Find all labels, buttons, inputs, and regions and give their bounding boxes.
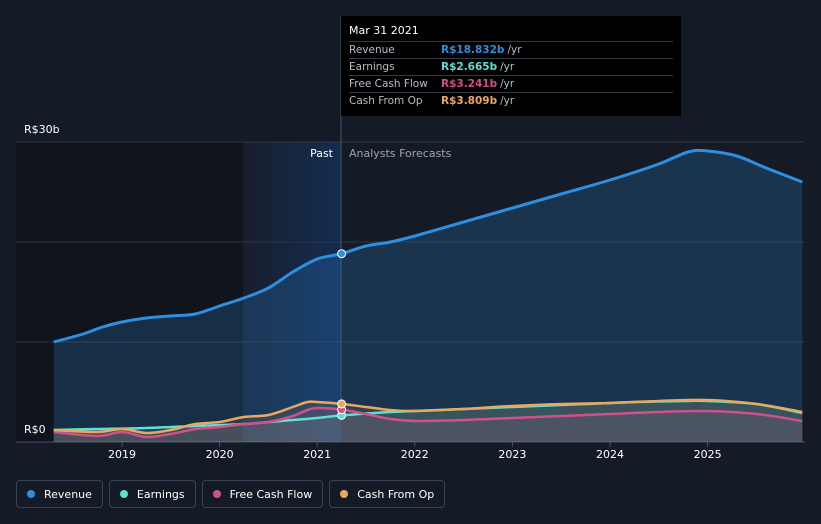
legend-label: Earnings bbox=[136, 487, 185, 501]
legend-item-revenue[interactable]: Revenue bbox=[16, 480, 103, 508]
tooltip-series-unit: /yr bbox=[500, 95, 515, 107]
x-tick-label: 2024 bbox=[596, 448, 624, 461]
legend-label: Free Cash Flow bbox=[229, 487, 313, 501]
tooltip-series-value: R$18.832b bbox=[441, 44, 505, 56]
legend-item-cash-from-op[interactable]: Cash From Op bbox=[329, 480, 446, 508]
y-axis-top-label: R$30b bbox=[24, 123, 60, 136]
legend-label: Cash From Op bbox=[357, 487, 435, 501]
tooltip-row: Revenue R$18.832b/yr bbox=[349, 41, 673, 58]
y-axis-bottom-label: R$0 bbox=[24, 423, 46, 436]
tooltip-date: Mar 31 2021 bbox=[349, 24, 419, 37]
tooltip-row: Free Cash Flow R$3.241b/yr bbox=[349, 75, 673, 92]
tooltip-series-name: Cash From Op bbox=[349, 95, 423, 107]
tooltip-series-name: Free Cash Flow bbox=[349, 78, 428, 90]
series-area-revenue bbox=[53, 150, 803, 442]
x-tick-label: 2020 bbox=[206, 448, 234, 461]
legend-label: Revenue bbox=[44, 487, 92, 501]
tooltip-series-value: R$2.665b bbox=[441, 61, 498, 73]
past-dark-band bbox=[16, 142, 243, 442]
tooltip-series-value: R$3.241b bbox=[441, 78, 498, 90]
legend: Revenue Earnings Free Cash Flow Cash From O… bbox=[16, 480, 446, 508]
x-tick-label: 2019 bbox=[108, 448, 136, 461]
legend-dot-icon bbox=[212, 490, 221, 498]
tooltip-series-unit: /yr bbox=[500, 78, 515, 90]
series-line-cash-from-op bbox=[53, 398, 803, 435]
x-tick-label: 2021 bbox=[303, 448, 331, 461]
legend-dot-icon bbox=[340, 490, 349, 498]
highlight-point-revenue bbox=[337, 249, 347, 259]
legend-dot-icon bbox=[119, 490, 128, 498]
tooltip-series-name: Revenue bbox=[349, 44, 395, 56]
tooltip-series-unit: /yr bbox=[507, 44, 522, 56]
x-tick-label: 2023 bbox=[498, 448, 526, 461]
past-label: Past bbox=[310, 147, 334, 160]
tooltip-row: Cash From Op R$3.809b/yr bbox=[349, 92, 673, 109]
x-tick-label: 2022 bbox=[401, 448, 429, 461]
legend-item-earnings[interactable]: Earnings bbox=[108, 480, 196, 508]
tooltip-series-value: R$3.809b bbox=[441, 95, 498, 107]
tooltip-series-unit: /yr bbox=[500, 61, 515, 73]
series-line-free-cash-flow bbox=[53, 406, 803, 439]
series-line-revenue bbox=[53, 148, 803, 344]
series-area-free-cash-flow bbox=[53, 407, 803, 442]
forecast-label: Analysts Forecasts bbox=[349, 147, 452, 160]
tooltip-series-name: Earnings bbox=[349, 61, 395, 73]
x-tick-label: 2025 bbox=[694, 448, 722, 461]
tooltip-row: Earnings R$2.665b/yr bbox=[349, 58, 673, 75]
highlight-point-cash-from-op bbox=[337, 399, 347, 409]
tooltip: Mar 31 2021 Revenue R$18.832b/yr Earnings R… bbox=[341, 16, 681, 116]
legend-item-free-cash-flow[interactable]: Free Cash Flow bbox=[201, 480, 324, 508]
legend-dot-icon bbox=[27, 490, 35, 498]
